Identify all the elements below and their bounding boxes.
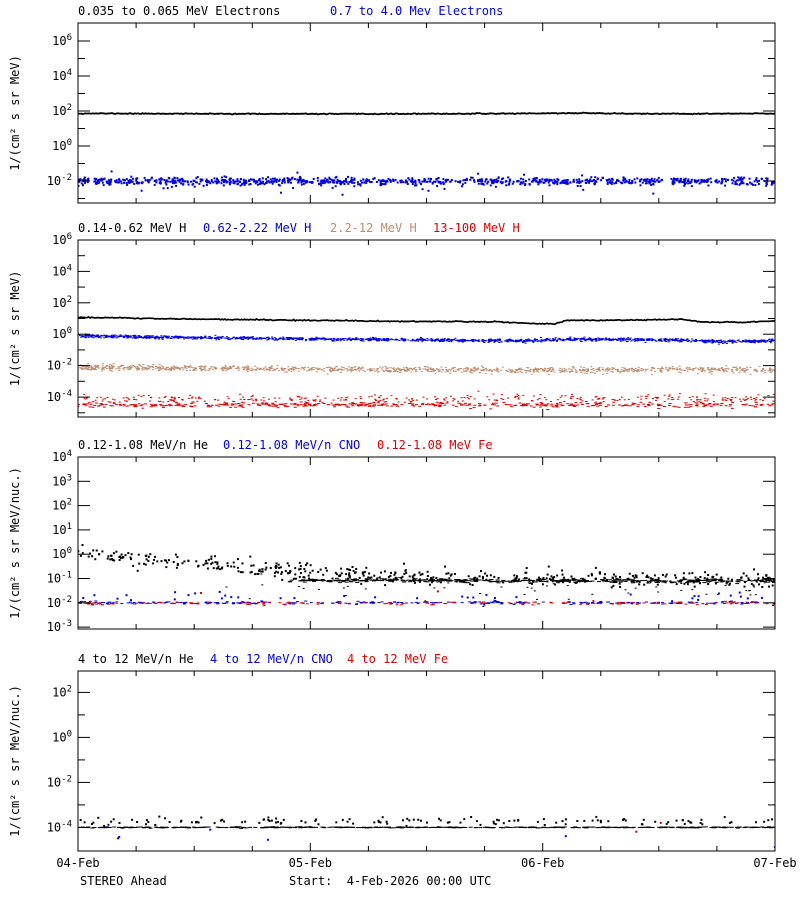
panel-4-series-label: 4 to 12 MeV Fe xyxy=(347,652,448,666)
x-tick-label: 06-Feb xyxy=(521,856,564,870)
y-axis-label: 1/(cm² s sr MeV) xyxy=(8,271,22,387)
panel-1: 106 104 102 100 10-2 0.035 to 0.065 MeV Elect… xyxy=(8,4,776,204)
y-tick-label: 10-4 xyxy=(47,389,72,404)
x-tick-label: 04-Feb xyxy=(56,856,99,870)
panel-3-data xyxy=(78,544,775,607)
y-tick-label: 101 xyxy=(52,522,72,537)
panel-3-series-label: 0.12-1.08 MeV/n CNO xyxy=(223,438,360,452)
y-tick-label: 10-2 xyxy=(47,774,72,789)
y-tick-label: 10-1 xyxy=(47,571,72,586)
panel-4-series-label: 4 to 12 MeV/n He xyxy=(78,652,194,666)
panel-2: 106 104 102 100 10-2 10-4 0.14-0.62 MeV H 0.62-… xyxy=(8,221,776,418)
panel-2-data xyxy=(78,315,775,410)
y-tick-label: 10-2 xyxy=(47,173,72,188)
panel-frame xyxy=(77,670,776,852)
y-tick-label: 106 xyxy=(52,33,72,48)
y-tick-label: 10-4 xyxy=(47,819,72,834)
panel-3: 104 103 102 101 100 10-1 10-2 10-3 0.12-1.08 MeV… xyxy=(8,438,776,634)
panel-1-data xyxy=(78,111,775,196)
panel-1-series-label: 0.035 to 0.065 MeV Electrons xyxy=(78,4,280,18)
series-line xyxy=(78,315,775,326)
y-tick-label: 100 xyxy=(52,729,72,744)
x-tick-label: 07-Feb xyxy=(753,856,796,870)
panel-frame xyxy=(77,239,776,418)
y-tick-label: 100 xyxy=(52,546,72,561)
y-tick-label: 104 xyxy=(52,263,72,278)
y-tick-label: 100 xyxy=(52,138,72,153)
spacecraft-label: STEREO Ahead xyxy=(80,874,167,888)
panel-2-series-label: 0.14-0.62 MeV H xyxy=(78,221,186,235)
y-axis-label: 1/(cm² s sr MeV/nuc.) xyxy=(8,467,22,619)
y-axis-label: 1/(cm² s sr MeV) xyxy=(8,55,22,171)
y-tick-label: 10-2 xyxy=(47,358,72,373)
start-time-label: Start: 4-Feb-2026 00:00 UTC xyxy=(289,874,492,888)
y-tick-label: 10-2 xyxy=(47,595,72,610)
panel-4-series-label: 4 to 12 MeV/n CNO xyxy=(210,652,333,666)
x-tick-label: 05-Feb xyxy=(289,856,332,870)
y-tick-label: 102 xyxy=(52,498,72,513)
y-tick-label: 103 xyxy=(52,473,72,488)
panel-1-series-label: 0.7 to 4.0 Mev Electrons xyxy=(330,4,503,18)
y-tick-label: 102 xyxy=(52,103,72,118)
panel-3-series-label: 0.12-1.08 MeV/n He xyxy=(78,438,208,452)
y-axis-label: 1/(cm² s sr MeV/nuc.) xyxy=(8,685,22,837)
panel-2-series-label: 2.2-12 MeV H xyxy=(330,221,417,235)
y-tick-label: 10-3 xyxy=(47,619,72,634)
panel-3-series-label: 0.12-1.08 MeV Fe xyxy=(377,438,493,452)
panel-4: 102 100 10-2 10-4 4 to 12 MeV/n He 4 to 12 Me… xyxy=(8,652,776,852)
y-tick-label: 100 xyxy=(52,326,72,341)
panel-2-series-label: 0.62-2.22 MeV H xyxy=(203,221,311,235)
y-tick-label: 102 xyxy=(52,295,72,310)
series-line xyxy=(78,111,775,116)
panel-2-series-label: 13-100 MeV H xyxy=(433,221,520,235)
y-tick-label: 104 xyxy=(52,449,72,464)
y-tick-label: 102 xyxy=(52,684,72,699)
y-tick-label: 106 xyxy=(52,232,72,247)
y-tick-label: 104 xyxy=(52,68,72,83)
